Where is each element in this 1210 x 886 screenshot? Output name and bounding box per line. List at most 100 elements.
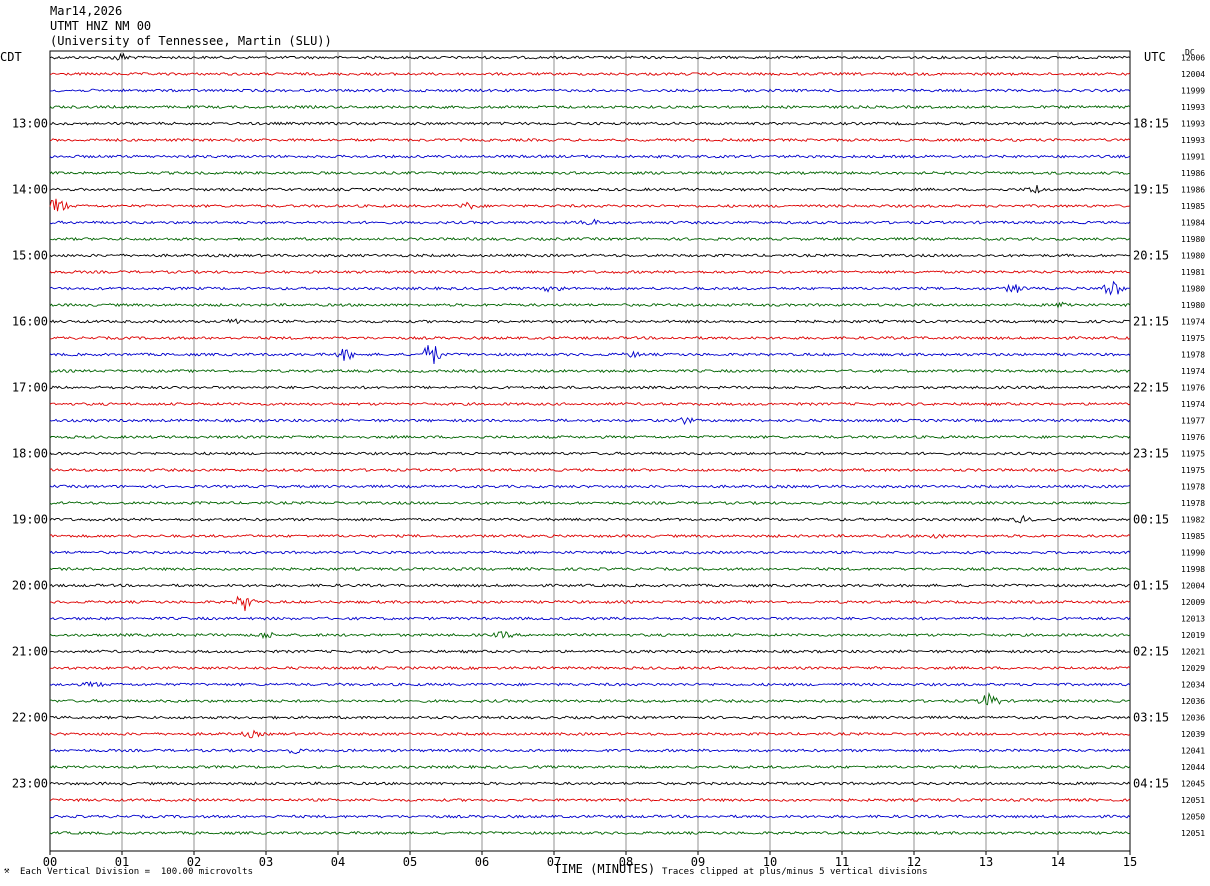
dc-offset-label: 11985 bbox=[1181, 532, 1205, 541]
dc-offset-label: 12004 bbox=[1181, 582, 1205, 591]
seismic-trace bbox=[49, 121, 1131, 126]
seismic-trace bbox=[49, 368, 1131, 374]
dc-offset-label: 12034 bbox=[1181, 681, 1205, 690]
dc-offset-label: 11993 bbox=[1181, 103, 1205, 112]
dc-offset-label: 11974 bbox=[1181, 318, 1205, 327]
dc-offset-label: 12021 bbox=[1181, 648, 1205, 657]
seismic-trace bbox=[49, 583, 1130, 588]
seismic-trace bbox=[49, 154, 1131, 159]
seismic-trace bbox=[49, 595, 1131, 612]
cdt-hour-label: 22:00 bbox=[12, 711, 48, 725]
dc-offset-label: 12041 bbox=[1181, 747, 1205, 756]
seismic-trace bbox=[49, 170, 1131, 176]
dc-offset-label: 12006 bbox=[1181, 54, 1205, 63]
seismic-trace bbox=[49, 137, 1131, 143]
seismic-trace bbox=[49, 781, 1131, 786]
utc-hour-label: 19:15 bbox=[1133, 183, 1169, 197]
dc-offset-label: 11984 bbox=[1181, 219, 1205, 228]
seismic-trace bbox=[49, 514, 1131, 524]
x-tick-label: 08 bbox=[619, 855, 633, 869]
dc-offset-label: 11978 bbox=[1181, 483, 1205, 492]
seismic-trace bbox=[49, 500, 1131, 506]
cdt-hour-label: 18:00 bbox=[12, 447, 48, 461]
utc-hour-label: 18:15 bbox=[1133, 117, 1169, 131]
dc-offset-label: 12051 bbox=[1181, 829, 1205, 838]
seismic-trace bbox=[49, 218, 1131, 226]
dc-offset-label: 11975 bbox=[1181, 450, 1205, 459]
seismic-trace bbox=[49, 748, 1131, 755]
seismic-trace bbox=[49, 417, 1131, 426]
dc-offset-label: 12051 bbox=[1181, 796, 1205, 805]
dc-offset-label: 11993 bbox=[1181, 136, 1205, 145]
dc-offset-label: 11975 bbox=[1181, 334, 1205, 343]
plot-date: Mar14,2026 bbox=[50, 4, 123, 18]
seismic-trace bbox=[49, 104, 1131, 110]
seismic-trace bbox=[49, 434, 1131, 440]
vertical-division-note: Each Vertical Division = 100.00 microvol… bbox=[20, 867, 253, 877]
x-tick-label: 13 bbox=[979, 855, 993, 869]
dc-offset-label: 12044 bbox=[1181, 763, 1205, 772]
cdt-hour-label: 16:00 bbox=[12, 315, 48, 329]
dc-offset-label: 11977 bbox=[1181, 417, 1205, 426]
scale-icon: ⚒ bbox=[4, 866, 10, 876]
x-tick-label: 06 bbox=[475, 855, 489, 869]
dc-column-label: DC bbox=[1185, 48, 1195, 57]
dc-offset-label: 12009 bbox=[1181, 598, 1205, 607]
x-tick-label: 05 bbox=[403, 855, 417, 869]
seismic-trace bbox=[49, 484, 1131, 489]
dc-offset-label: 11978 bbox=[1181, 351, 1205, 360]
seismic-trace bbox=[49, 345, 1131, 365]
dc-offset-label: 12036 bbox=[1181, 697, 1205, 706]
seismic-trace bbox=[49, 649, 1131, 654]
dc-offset-label: 12004 bbox=[1181, 70, 1205, 79]
dc-offset-label: 11986 bbox=[1181, 169, 1205, 178]
cdt-hour-label: 20:00 bbox=[12, 579, 48, 593]
utc-hour-label: 01:15 bbox=[1133, 579, 1169, 593]
seismic-trace bbox=[49, 385, 1131, 390]
dc-offset-label: 11991 bbox=[1181, 153, 1205, 162]
seismic-trace bbox=[49, 88, 1131, 93]
seismic-trace bbox=[49, 566, 1131, 572]
utc-hour-label: 03:15 bbox=[1133, 711, 1169, 725]
dc-offset-label: 12045 bbox=[1181, 780, 1205, 789]
cdt-hour-label: 15:00 bbox=[12, 249, 48, 263]
cdt-hour-label: 13:00 bbox=[12, 117, 48, 131]
seismic-trace bbox=[49, 236, 1131, 242]
seismic-trace bbox=[49, 401, 1131, 407]
utc-hour-label: 04:15 bbox=[1133, 777, 1169, 791]
seismic-trace bbox=[49, 52, 1131, 61]
dc-offset-label: 11999 bbox=[1181, 87, 1205, 96]
x-tick-label: 14 bbox=[1051, 855, 1065, 869]
x-tick-label: 04 bbox=[331, 855, 345, 869]
seismic-trace bbox=[49, 467, 1131, 473]
dc-offset-label: 11980 bbox=[1181, 235, 1205, 244]
dc-offset-label: 11985 bbox=[1181, 202, 1205, 211]
utc-hour-label: 02:15 bbox=[1133, 645, 1169, 659]
seismic-trace bbox=[49, 198, 1131, 212]
seismic-trace bbox=[49, 301, 1131, 309]
seismic-trace bbox=[49, 764, 1131, 770]
cdt-hour-label: 14:00 bbox=[12, 183, 48, 197]
dc-offset-label: 11974 bbox=[1181, 400, 1205, 409]
station-code: UTMT HNZ NM 00 bbox=[50, 19, 152, 33]
dc-offset-label: 11990 bbox=[1181, 549, 1205, 558]
dc-offset-label: 11974 bbox=[1181, 367, 1205, 376]
clipping-note: Traces clipped at plus/minus 5 vertical … bbox=[662, 867, 928, 877]
seismic-trace bbox=[49, 665, 1131, 671]
dc-offset-label: 11978 bbox=[1181, 499, 1205, 508]
seismic-trace bbox=[49, 269, 1131, 275]
cdt-hour-label: 17:00 bbox=[12, 381, 48, 395]
seismic-trace bbox=[49, 729, 1131, 739]
dc-offset-label: 11998 bbox=[1181, 565, 1205, 574]
utc-hour-label: 20:15 bbox=[1133, 249, 1169, 263]
dc-offset-label: 12036 bbox=[1181, 714, 1205, 723]
institution-name: (University of Tennessee, Martin (SLU)) bbox=[50, 34, 332, 48]
dc-offset-label: 11993 bbox=[1181, 120, 1205, 129]
utc-hour-label: 00:15 bbox=[1133, 513, 1169, 527]
seismic-trace bbox=[49, 253, 1131, 258]
x-tick-label: 01 bbox=[115, 855, 129, 869]
seismic-trace bbox=[49, 715, 1131, 720]
seismic-trace bbox=[49, 533, 1131, 539]
seismic-trace bbox=[49, 797, 1131, 803]
